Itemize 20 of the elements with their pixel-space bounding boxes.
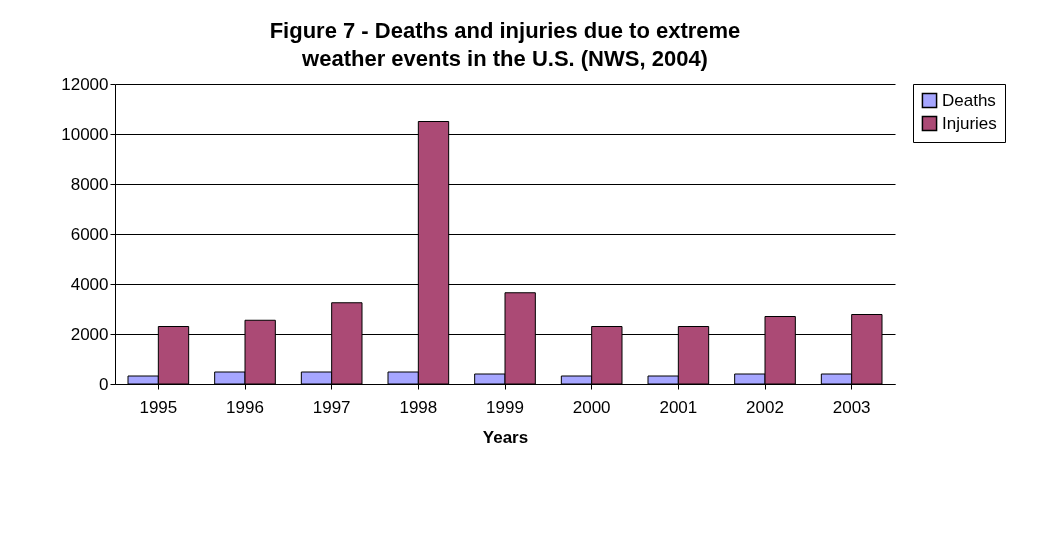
legend-label: Deaths: [942, 90, 996, 110]
x-tick-label: 1998: [399, 397, 438, 417]
y-tick-label: 2000: [70, 324, 109, 344]
y-tick-label: 0: [99, 374, 109, 394]
y-tick-label: 10000: [61, 124, 109, 144]
x-tick-label: 2002: [746, 397, 784, 417]
x-tick-label: 1997: [312, 397, 351, 417]
y-tick-label: 12000: [61, 74, 109, 94]
x-axis-title: Years: [482, 427, 529, 447]
y-tick-label: 6000: [70, 224, 109, 244]
y-tick-label: 8000: [70, 174, 109, 194]
y-tick-label: 4000: [70, 274, 109, 294]
x-tick-label: 1999: [486, 397, 524, 417]
chart-title: Figure 7 - Deaths and injuries due to extreme weather events in the U.S. (NWS, 2004): [269, 18, 741, 71]
x-tick-label: 2001: [659, 397, 698, 417]
x-tick-label: 1996: [226, 397, 264, 417]
x-tick-label: 2000: [572, 397, 611, 417]
legend-label: Injuries: [942, 113, 997, 133]
x-tick-label: 1995: [139, 397, 178, 417]
x-tick-label: 2003: [832, 397, 871, 417]
